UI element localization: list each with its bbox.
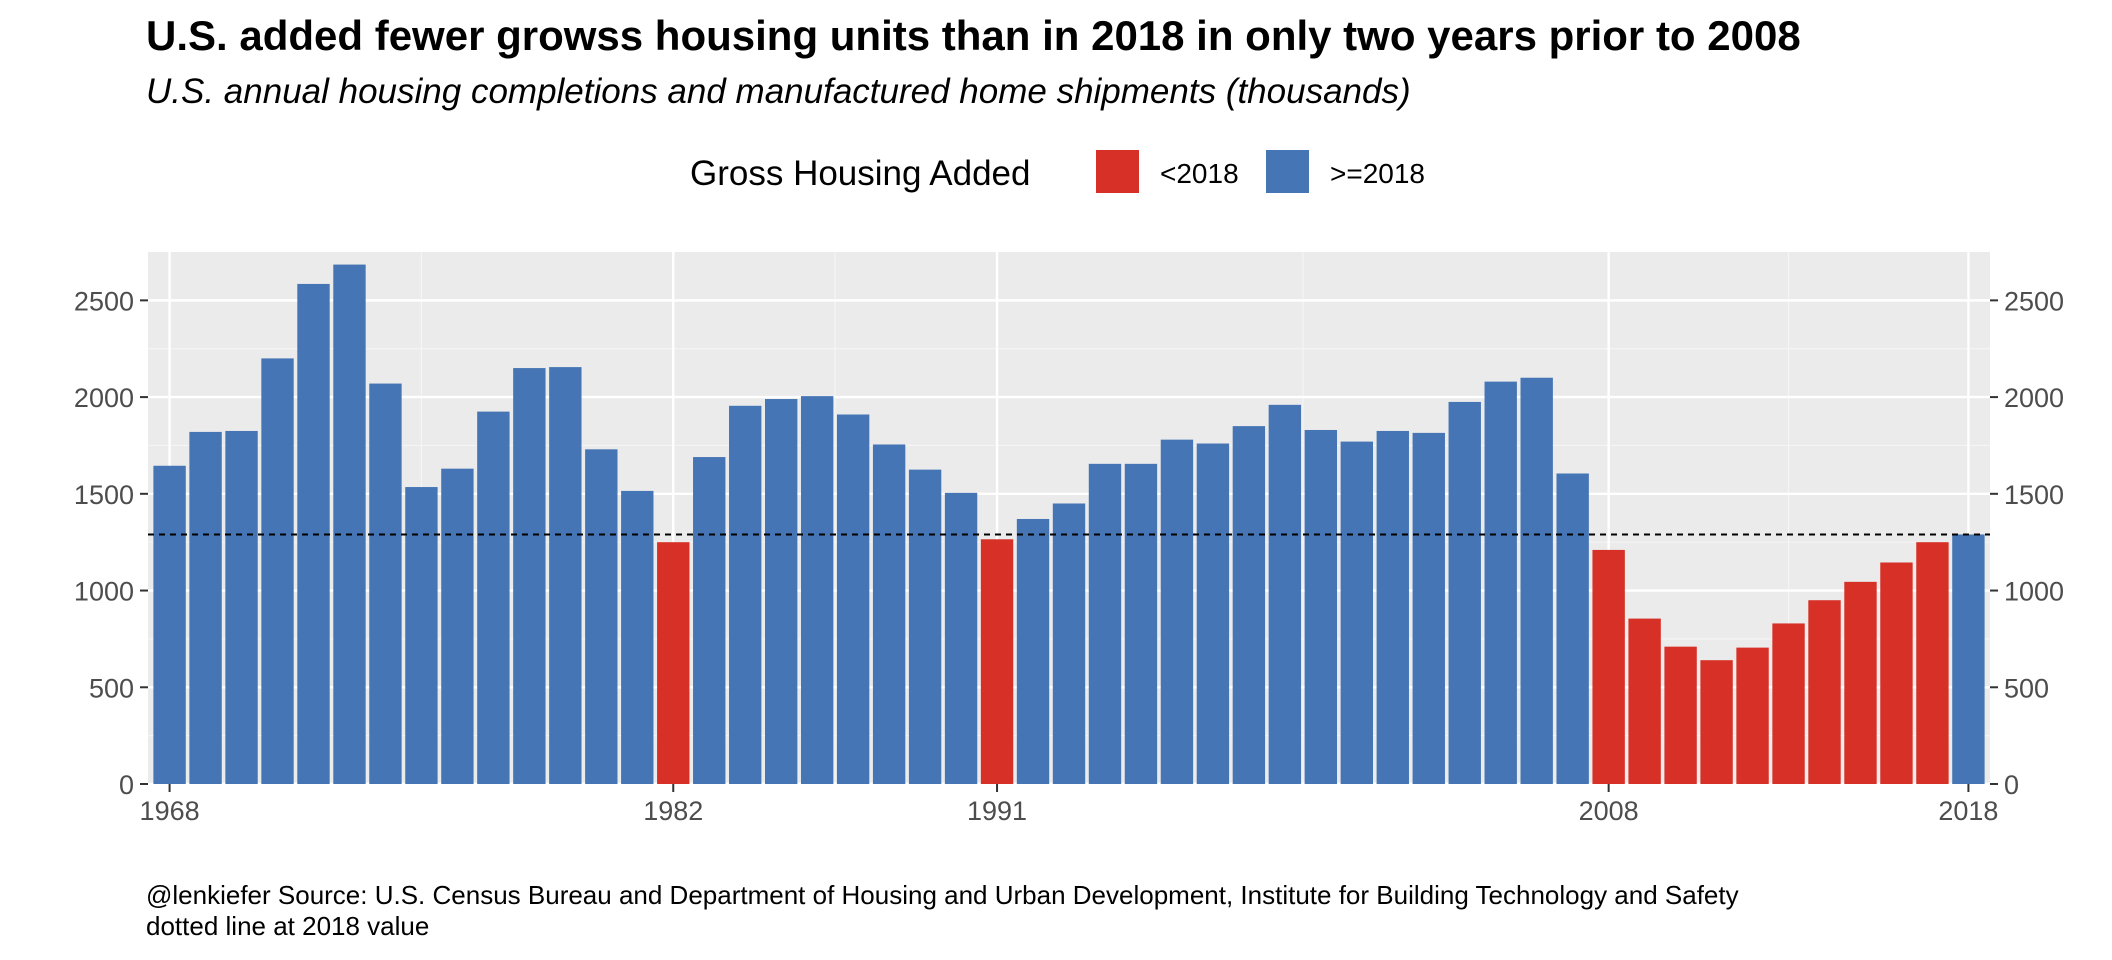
legend-key-at-or-above-2018 [1266, 150, 1309, 193]
bar-1974 [369, 383, 402, 784]
bar-1977 [477, 411, 510, 784]
y-tick-label-right: 500 [2004, 673, 2049, 703]
legend-title: Gross Housing Added [690, 154, 1031, 193]
bar-1987 [836, 414, 870, 784]
bar-2009 [1628, 618, 1661, 784]
y-tick-label-right: 1500 [2004, 480, 2064, 510]
caption-source: @lenkiefer Source: U.S. Census Bureau an… [146, 880, 1739, 910]
bar-1973 [333, 264, 366, 784]
bar-2001 [1340, 441, 1374, 784]
y-tick-label-right: 0 [2004, 770, 2019, 800]
bar-1984 [729, 405, 762, 784]
y-tick-label-left: 2000 [74, 383, 134, 413]
bar-1978 [513, 368, 546, 784]
legend-label-below-2018: <2018 [1160, 158, 1239, 189]
bar-1989 [908, 469, 942, 784]
bar-1982 [657, 542, 690, 784]
bar-1986 [800, 396, 834, 784]
bar-1988 [872, 444, 906, 784]
bar-1991 [980, 539, 1014, 784]
bar-1970 [225, 430, 258, 784]
bar-1990 [944, 492, 978, 784]
bar-1979 [549, 367, 582, 784]
bar-1999 [1268, 404, 1302, 784]
x-tick-label: 2008 [1579, 796, 1639, 826]
bar-1976 [441, 468, 474, 784]
x-tick-label: 1991 [967, 796, 1027, 826]
bar-2014 [1808, 600, 1841, 784]
y-tick-label-left: 1000 [74, 577, 134, 607]
y-tick-label-left: 0 [119, 770, 134, 800]
bar-2002 [1376, 430, 1409, 784]
bar-2000 [1304, 429, 1338, 784]
y-tick-label-left: 500 [89, 673, 134, 703]
bar-1993 [1052, 503, 1086, 784]
bar-2012 [1736, 647, 1769, 784]
legend-label-at-or-above-2018: >=2018 [1330, 158, 1425, 189]
legend-key-below-2018 [1096, 150, 1139, 193]
x-tick-label: 1968 [140, 796, 200, 826]
chart-title: U.S. added fewer growss housing units th… [146, 12, 1801, 59]
bar-2004 [1448, 401, 1481, 784]
bar-1997 [1196, 443, 1230, 784]
bar-1981 [621, 490, 654, 784]
bar-1998 [1232, 426, 1266, 784]
y-tick-label-left: 1500 [74, 480, 134, 510]
caption-note: dotted line at 2018 value [146, 911, 430, 941]
bar-1980 [585, 449, 618, 784]
caption: @lenkiefer Source: U.S. Census Bureau an… [146, 880, 1739, 942]
bar-2011 [1700, 660, 1733, 784]
bar-1985 [764, 399, 798, 784]
bar-2017 [1916, 542, 1949, 784]
bar-2018 [1952, 534, 1985, 784]
y-tick-label-left: 2500 [74, 286, 134, 316]
bar-2016 [1880, 562, 1913, 784]
y-tick-label-right: 2500 [2004, 286, 2064, 316]
bar-1995 [1124, 463, 1158, 784]
bar-2006 [1520, 377, 1553, 784]
bar-2003 [1412, 432, 1445, 784]
x-tick-label: 2018 [1938, 796, 1998, 826]
bar-1983 [693, 457, 726, 784]
bar-1994 [1088, 463, 1122, 784]
bar-2015 [1844, 581, 1877, 784]
bar-2007 [1556, 473, 1589, 784]
x-tick-label: 1982 [643, 796, 703, 826]
chart-subtitle: U.S. annual housing completions and manu… [146, 72, 1411, 111]
bar-1968 [153, 465, 186, 784]
bar-1996 [1160, 439, 1194, 784]
y-tick-label-right: 1000 [2004, 577, 2064, 607]
bar-2010 [1664, 646, 1697, 784]
bar-1969 [189, 431, 222, 784]
bar-2013 [1772, 623, 1805, 784]
y-tick-label-right: 2000 [2004, 383, 2064, 413]
legend: Gross Housing Added <2018 >=2018 [0, 150, 2112, 200]
bar-1975 [405, 487, 438, 784]
bar-2008 [1592, 549, 1625, 784]
bar-1971 [261, 358, 294, 784]
bar-1992 [1016, 518, 1050, 784]
bar-2005 [1484, 381, 1517, 784]
